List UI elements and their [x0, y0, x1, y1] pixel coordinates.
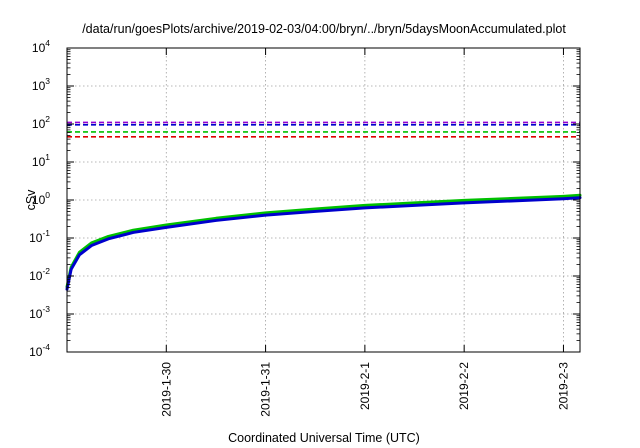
y-tick-exponent: -1 — [42, 228, 50, 238]
y-tick-label: 104 — [32, 38, 50, 55]
x-tick-label: 2019-2-3 — [556, 362, 570, 410]
x-tick-label: 2019-1-30 — [159, 362, 173, 417]
y-tick-base: 10 — [29, 269, 43, 283]
x-tick-label: 2019-1-31 — [259, 362, 273, 417]
y-axis-label: cSv — [24, 189, 38, 211]
y-tick-label: 10-1 — [29, 228, 50, 245]
chart-title: /data/run/goesPlots/archive/2019-02-03/0… — [82, 22, 566, 36]
y-tick-label: 10-4 — [29, 342, 50, 359]
x-tick-labels: 2019-1-30 2019-1-31 2019-2-1 2019-2-2 2019-2… — [159, 362, 570, 417]
series-line — [65, 193, 582, 289]
y-tick-base: 10 — [29, 231, 43, 245]
y-tick-base: 10 — [32, 117, 46, 131]
y-tick-label: 102 — [32, 114, 50, 131]
y-tick-label: 100 — [32, 190, 50, 207]
ticks — [67, 47, 580, 353]
grid — [67, 48, 580, 352]
series-lines — [65, 193, 582, 291]
y-tick-label: 101 — [32, 152, 50, 169]
y-tick-base: 10 — [32, 193, 46, 207]
y-tick-exponent: 0 — [45, 190, 50, 200]
y-tick-base: 10 — [32, 155, 46, 169]
x-tick-label: 2019-2-1 — [358, 362, 372, 410]
y-tick-base: 10 — [29, 307, 43, 321]
y-tick-label: 10-2 — [29, 266, 50, 283]
y-tick-exponent: 3 — [45, 76, 50, 86]
x-axis-label: Coordinated Universal Time (UTC) — [228, 431, 420, 445]
y-tick-exponent: -2 — [42, 266, 50, 276]
y-tick-base: 10 — [32, 41, 46, 55]
y-tick-exponent: 4 — [45, 38, 50, 48]
x-tick-label: 2019-2-2 — [457, 362, 471, 410]
y-tick-exponent: -4 — [42, 342, 50, 352]
y-tick-exponent: 1 — [45, 152, 50, 162]
y-tick-label: 103 — [32, 76, 50, 93]
y-tick-exponent: 2 — [45, 114, 50, 124]
series-line — [65, 196, 582, 291]
y-tick-exponent: -3 — [42, 304, 50, 314]
y-tick-base: 10 — [32, 79, 46, 93]
threshold-lines — [67, 121, 580, 138]
y-tick-label: 10-3 — [29, 304, 50, 321]
y-tick-base: 10 — [29, 345, 43, 359]
